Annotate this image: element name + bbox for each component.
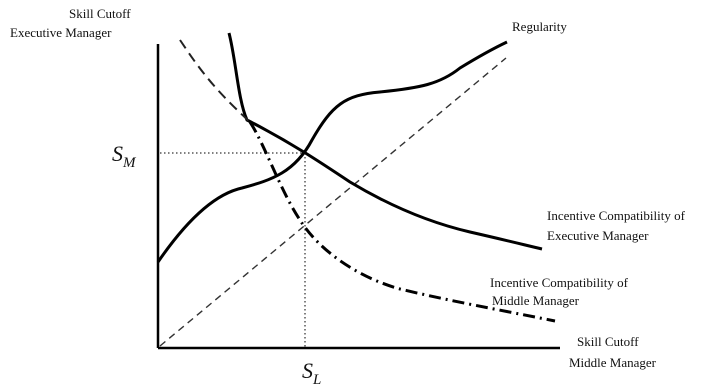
ic-executive-label-line2: Executive Manager (547, 228, 649, 243)
s-l-main: S (302, 358, 313, 383)
ic-middle-curve-dashdot (248, 121, 556, 323)
ic-executive-label-line1: Incentive Compatibility of (547, 208, 686, 223)
ic-middle-curve-dashed (179, 39, 251, 123)
diagonal-line (159, 57, 507, 347)
x-axis-label-line2: Middle Manager (569, 355, 657, 370)
y-axis-label-line2: Executive Manager (10, 25, 112, 40)
y-axis-label-line1: Skill Cutoff (69, 6, 131, 21)
ic-middle-label-line2: Middle Manager (492, 293, 580, 308)
x-axis-label-line1: Skill Cutoff (577, 334, 639, 349)
regularity-label: Regularity (512, 19, 567, 34)
s-l-subscript: L (312, 372, 321, 388)
s-l-label: SL (302, 358, 321, 388)
s-m-subscript: M (122, 155, 137, 171)
s-m-main: S (112, 141, 123, 166)
regularity-curve (156, 40, 508, 263)
s-m-label: SM (112, 141, 137, 171)
ic-executive-curve (227, 32, 543, 251)
ic-middle-label-line1: Incentive Compatibility of (490, 275, 629, 290)
